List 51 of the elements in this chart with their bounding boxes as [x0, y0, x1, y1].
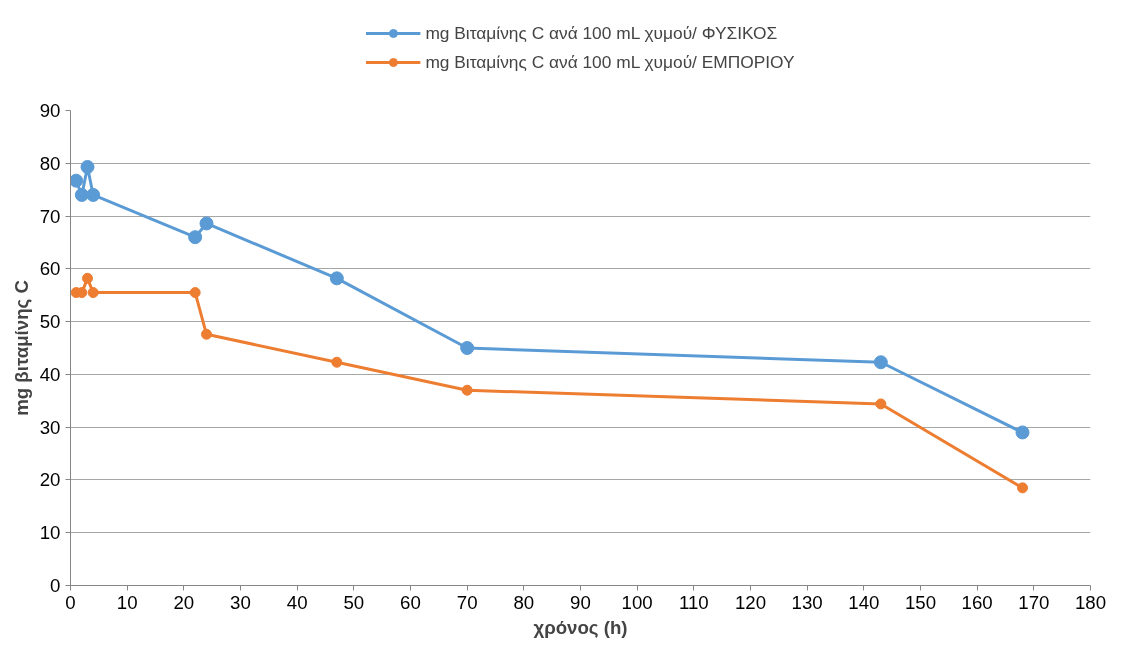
x-tick-label: 110: [678, 591, 709, 613]
y-tick-label: 0: [50, 575, 61, 596]
y-tick-label: 60: [39, 258, 61, 280]
y-tick-label: 90: [39, 100, 61, 121]
y-tick-label: 10: [39, 522, 61, 544]
point: [1015, 425, 1030, 440]
point: [70, 173, 84, 188]
point: [87, 287, 99, 299]
x-tick-label: 160: [961, 591, 993, 613]
point: [80, 159, 95, 174]
x-tick-label: 70: [456, 591, 478, 613]
x-tick-label: 10: [116, 591, 138, 613]
y-axis-title: mg βιταμίνης C: [10, 280, 32, 416]
x-tick-label: 80: [513, 591, 535, 613]
point: [74, 187, 89, 202]
x-tick-label: 140: [848, 591, 880, 613]
point: [201, 328, 212, 340]
point: [86, 187, 101, 202]
x-tick-label: 120: [734, 591, 767, 613]
x-tick-label: 0: [65, 591, 76, 613]
y-tick-label: 80: [39, 152, 61, 174]
x-tick-label: 170: [1018, 591, 1050, 613]
x-axis-title: χρόνος (h): [533, 616, 628, 638]
point: [199, 216, 214, 231]
point: [461, 384, 473, 396]
point: [329, 271, 344, 286]
point: [460, 341, 475, 355]
x-tick-label: 30: [230, 591, 251, 613]
x-tick-label: 20: [173, 591, 195, 613]
legend-label: mg Βιταμίνης C ανά 100 mL χυμού/ ΕΜΠΟΡΙΟΥ: [425, 51, 795, 73]
x-tick-label: 100: [621, 591, 653, 613]
point: [82, 272, 93, 284]
x-tick-label: 150: [904, 591, 937, 613]
point: [1017, 482, 1028, 494]
x-tick-label: 40: [286, 591, 308, 613]
x-tick-label: 60: [400, 591, 421, 613]
y-tick-label: 30: [39, 416, 61, 438]
point: [873, 355, 888, 370]
point: [331, 356, 343, 368]
y-tick-label: 70: [39, 205, 61, 227]
x-tick-label: 90: [570, 591, 591, 613]
x-tick-label: 50: [343, 591, 365, 613]
y-tick-label: 40: [39, 363, 61, 385]
point: [188, 230, 203, 245]
point: [189, 287, 201, 299]
x-tick-label: 130: [791, 591, 823, 613]
y-tick-label: 20: [39, 469, 61, 491]
x-tick-label: 180: [1074, 591, 1107, 613]
y-tick-label: 50: [39, 311, 61, 333]
point: [875, 398, 887, 410]
legend-label: mg Βιταμίνης C ανά 100 mL χυμού/ ΦΥΣΙΚΟΣ: [425, 22, 778, 44]
